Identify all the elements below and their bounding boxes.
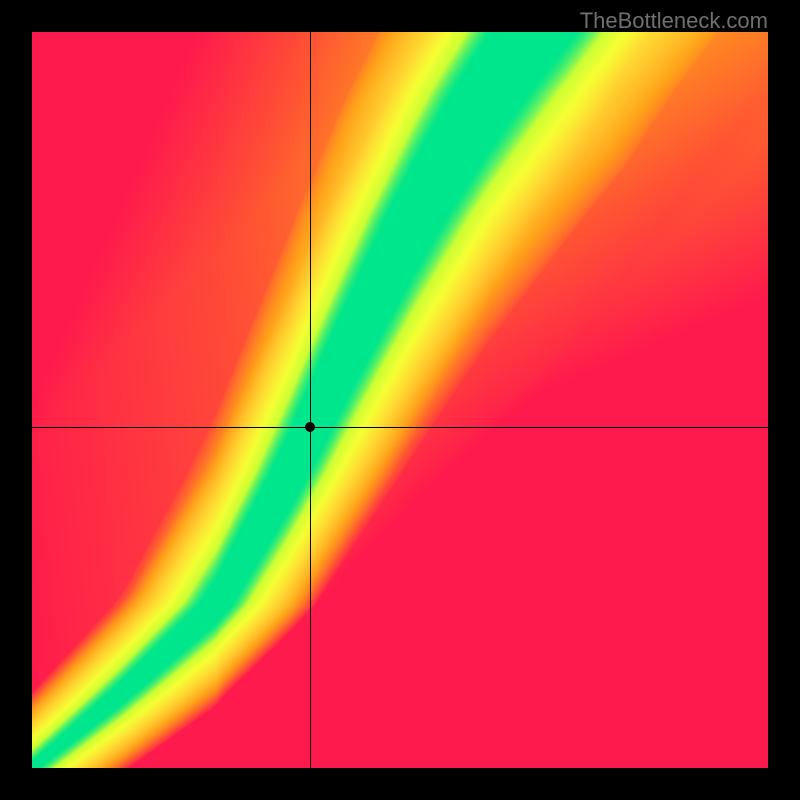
watermark-text: TheBottleneck.com — [580, 8, 768, 34]
crosshair-vertical — [310, 32, 311, 768]
marker-dot — [305, 422, 315, 432]
crosshair-horizontal — [32, 427, 768, 428]
heatmap-canvas — [32, 32, 768, 768]
plot-area — [32, 32, 768, 768]
heatmap-container: TheBottleneck.com — [0, 0, 800, 800]
